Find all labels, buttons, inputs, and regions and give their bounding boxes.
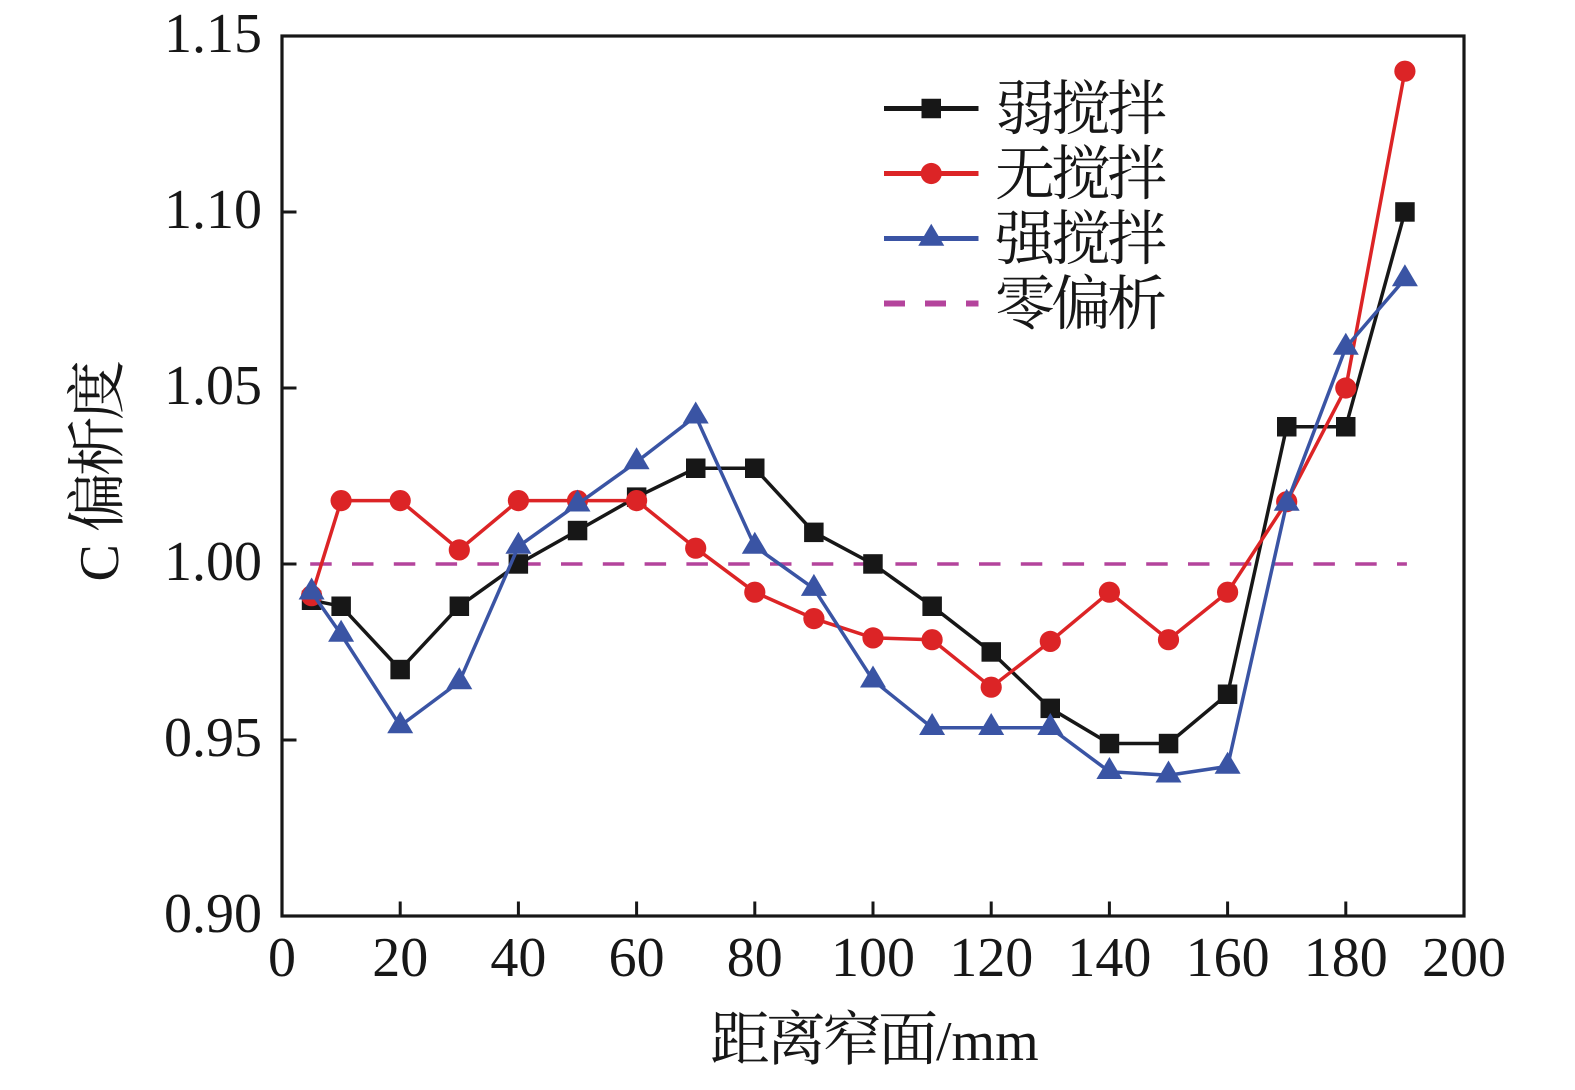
svg-text:1.15: 1.15 — [164, 3, 262, 65]
svg-text:100: 100 — [831, 927, 915, 989]
svg-text:0.95: 0.95 — [164, 707, 262, 769]
svg-text:1.10: 1.10 — [164, 179, 262, 241]
svg-text:C: C — [69, 544, 131, 581]
svg-text:0: 0 — [268, 927, 296, 989]
svg-text:120: 120 — [949, 927, 1033, 989]
svg-text:1.00: 1.00 — [164, 531, 262, 593]
svg-text:80: 80 — [727, 927, 783, 989]
svg-text:140: 140 — [1067, 927, 1151, 989]
svg-text:40: 40 — [490, 927, 546, 989]
svg-text:20: 20 — [372, 927, 428, 989]
svg-text:0.90: 0.90 — [164, 883, 262, 945]
svg-text:/mm: /mm — [936, 1011, 1039, 1073]
svg-text:60: 60 — [609, 927, 665, 989]
svg-text:180: 180 — [1304, 927, 1388, 989]
svg-text:200: 200 — [1422, 927, 1506, 989]
svg-text:160: 160 — [1186, 927, 1270, 989]
svg-text:1.05: 1.05 — [164, 355, 262, 417]
